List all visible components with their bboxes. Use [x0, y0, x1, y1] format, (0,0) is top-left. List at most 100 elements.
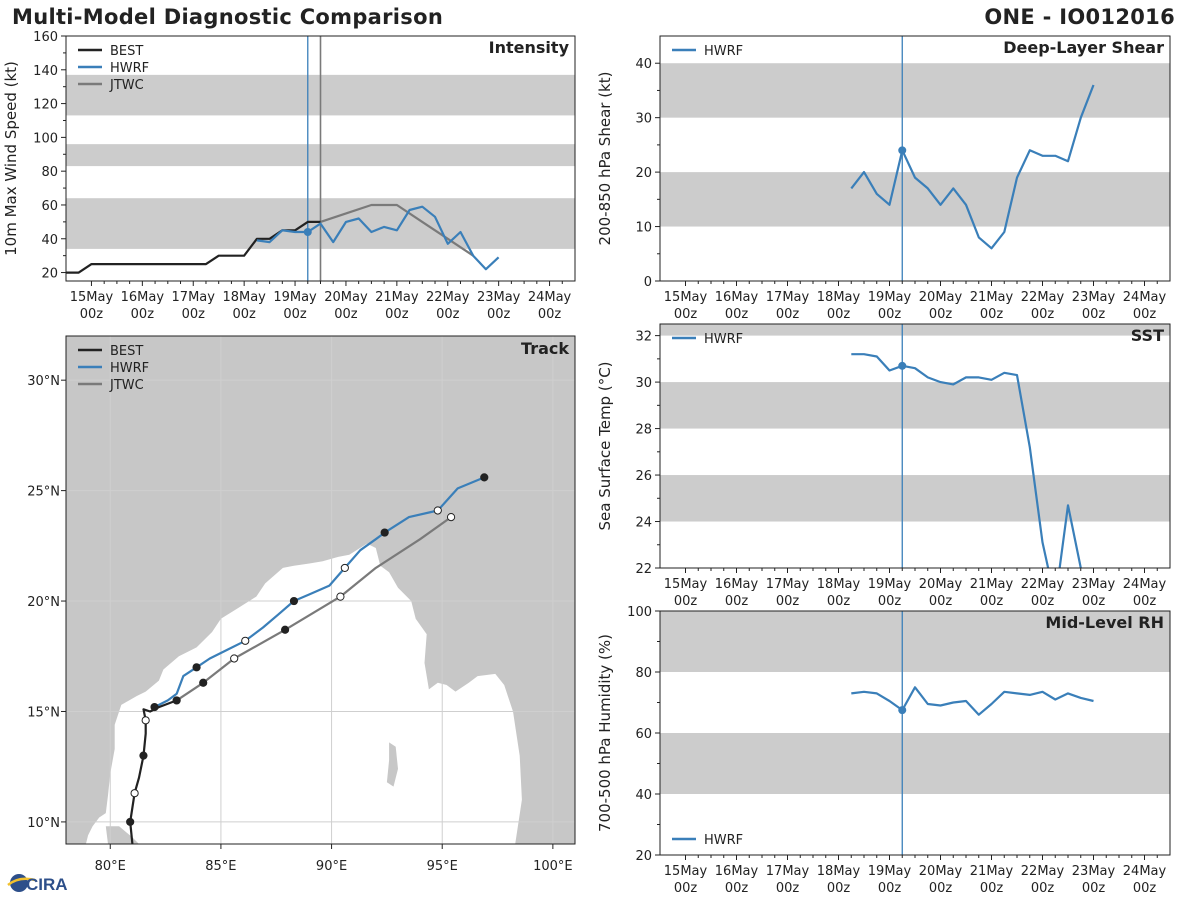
intensity-legend-label-jtwc: JTWC: [109, 78, 144, 93]
track-lon-tick-label: 90°E: [316, 859, 347, 874]
shear-xtick-sublabel: 00z: [725, 307, 749, 322]
track-panel: 80°E 85°E 90°E 95°E 100°E 10°N 15°N 20°N 25°N 30°…: [27, 335, 576, 874]
shear-title: Deep-Layer Shear: [1003, 38, 1164, 57]
sst-xtick-sublabel: 00z: [1082, 594, 1106, 609]
shear-series-hwrf: [850, 84, 1095, 250]
intensity-series-hwrf: [256, 205, 500, 271]
intensity-ytick-label: 20: [41, 267, 58, 282]
shear-band: [660, 172, 1170, 227]
storm-id-label: ONE - IO012016: [984, 5, 1175, 29]
shear-panel: 0 10 20 30 40 15May 00z 16May 00z 17May 00z 18May 00…: [596, 35, 1171, 322]
rh-xtick-sublabel: 00z: [1133, 881, 1157, 896]
rh-band: [660, 611, 1170, 672]
sst-panel: 22 24 26 28 30 32 15May 00z 16May 00z 17May 00z 18Ma…: [596, 323, 1171, 609]
sst-xtick-sublabel: 00z: [980, 594, 1004, 609]
shear-xtick-sublabel: 00z: [1133, 307, 1157, 322]
track-lon-tick-label: 80°E: [95, 859, 126, 874]
track-marker-best: [130, 789, 139, 798]
rh-xtick-sublabel: 00z: [1031, 881, 1055, 896]
track-map-group: [66, 336, 575, 844]
rh-xtick-label: 16May: [715, 864, 759, 879]
track-marker-hwrf: [192, 663, 201, 672]
track-marker-jtwc: [280, 625, 290, 634]
shear-legend-label-hwrf: HWRF: [704, 44, 743, 59]
logo-swoosh-icon: [7, 877, 36, 886]
track-lat-tick-label: 25°N: [27, 485, 60, 500]
shear-ylabel: 200-850 hPa Shear (kt): [596, 72, 614, 246]
rh-current-marker: [898, 706, 907, 715]
intensity-xtick-sublabel: 00z: [131, 307, 155, 322]
track-marker-hwrf: [340, 563, 349, 573]
sst-xtick-sublabel: 00z: [776, 594, 800, 609]
intensity-series-group: [66, 203, 500, 274]
intensity-ylabel: 10m Max Wind Speed (kt): [2, 61, 20, 256]
rh-xtick-sublabel: 00z: [878, 881, 902, 896]
rh-xtick-label: 20May: [919, 864, 963, 879]
sst-xtick-label: 24May: [1123, 577, 1167, 592]
intensity-current-marker: [303, 228, 312, 236]
rh-xtick-label: 21May: [970, 864, 1014, 879]
intensity-xtick-sublabel: 00z: [436, 307, 460, 322]
rh-ytick-label: 20: [635, 849, 652, 864]
intensity-ytick-label: 140: [33, 64, 58, 79]
sst-ytick-label: 26: [635, 469, 652, 484]
intensity-panel: 20 40 60 80 100 120 140 160 15May 00z 16May 00z 17Ma…: [2, 30, 576, 322]
sst-xtick-label: 19May: [868, 577, 912, 592]
sst-ytick-label: 30: [635, 376, 652, 391]
intensity-xtick-label: 21May: [375, 290, 419, 305]
sst-xtick-sublabel: 00z: [827, 594, 851, 609]
shear-xtick-label: 15May: [664, 290, 708, 305]
rh-xtick-sublabel: 00z: [776, 881, 800, 896]
shear-xtick-label: 21May: [970, 290, 1014, 305]
shear-ytick-label: 30: [635, 112, 652, 127]
track-lat-tick-label: 15°N: [27, 705, 60, 720]
shear-xtick-label: 16May: [715, 290, 759, 305]
track-marker-jtwc: [230, 654, 239, 663]
shear-xtick-label: 24May: [1123, 290, 1167, 305]
track-marker-jtwc: [172, 696, 181, 705]
sst-ytick-label: 22: [635, 562, 652, 577]
track-marker-hwrf: [380, 528, 389, 537]
intensity-xtick-sublabel: 00z: [80, 307, 104, 322]
shear-xtick-sublabel: 00z: [878, 307, 902, 322]
rh-xtick-sublabel: 00z: [929, 881, 953, 896]
intensity-xtick-sublabel: 00z: [538, 307, 562, 322]
shear-xtick-sublabel: 00z: [827, 307, 851, 322]
track-marker-best: [141, 716, 150, 725]
rh-ytick-label: 40: [635, 788, 652, 803]
intensity-title: Intensity: [489, 38, 570, 57]
track-marker-best: [126, 817, 135, 827]
rh-panel: 20 40 60 80 100 15May 00z 16May 00z 17May 00z 18May…: [596, 605, 1171, 896]
rh-xtick-sublabel: 00z: [1082, 881, 1106, 896]
sst-ytick-label: 32: [635, 330, 652, 345]
sst-xtick-sublabel: 00z: [1031, 594, 1055, 609]
track-marker-jtwc: [336, 592, 345, 601]
shear-xtick-label: 22May: [1021, 290, 1065, 305]
sst-xtick-sublabel: 00z: [929, 594, 953, 609]
shear-xtick-label: 19May: [868, 290, 912, 305]
sst-xtick-label: 23May: [1072, 577, 1116, 592]
intensity-xtick-sublabel: 00z: [385, 307, 409, 322]
intensity-ytick-label: 80: [41, 165, 58, 180]
rh-xtick-label: 23May: [1072, 864, 1116, 879]
sst-band: [660, 324, 1170, 336]
track-frame: [65, 335, 576, 845]
rh-xtick-label: 22May: [1021, 864, 1065, 879]
sst-series-group: [851, 353, 1082, 568]
track-marker-hwrf: [289, 596, 299, 606]
sst-ytick-label: 24: [635, 516, 652, 531]
intensity-xtick-label: 18May: [222, 290, 266, 305]
sst-legend-label-hwrf: HWRF: [704, 332, 743, 347]
track-lon-tick-label: 100°E: [533, 859, 573, 874]
shear-band: [660, 63, 1170, 118]
rh-ytick-label: 100: [627, 605, 652, 620]
shear-ytick-label: 20: [635, 166, 652, 181]
shear-xtick-sublabel: 00z: [980, 307, 1004, 322]
shear-ytick-label: 0: [644, 275, 652, 290]
rh-series-group: [851, 686, 1094, 716]
rh-xtick-label: 18May: [817, 864, 861, 879]
sst-series-hwrf: [851, 353, 1082, 568]
intensity-xtick-label: 15May: [70, 290, 114, 305]
rh-xtick-label: 15May: [664, 864, 708, 879]
shear-xtick-label: 20May: [919, 290, 963, 305]
